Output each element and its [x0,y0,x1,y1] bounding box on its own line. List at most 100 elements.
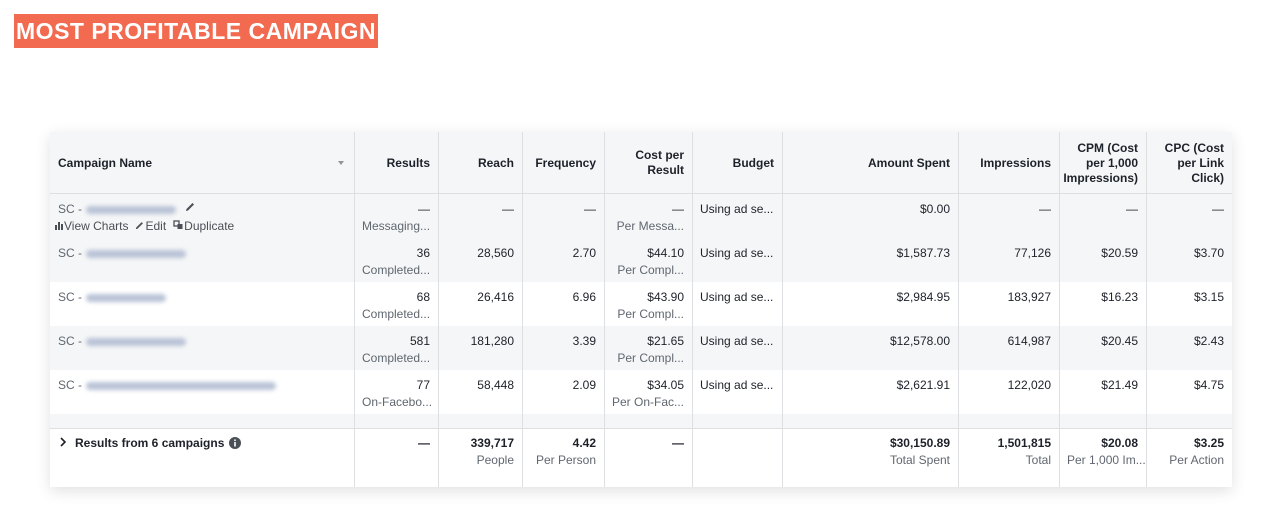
column-header[interactable]: Results [386,155,430,170]
table-cell: $2,621.91 [782,370,958,414]
cell-value: 26,416 [477,290,514,304]
table-cell: Using ad se... [692,282,782,326]
column-header[interactable]: CPM (Cost per 1,000 Impressions) [1063,140,1139,185]
footer-label[interactable]: Results from 6 campaigns [50,428,354,487]
footer-cell: 1,501,815 Total [958,428,1059,487]
cell-value: $4.75 [1193,378,1224,392]
cell-value: 77,126 [1014,246,1051,260]
table-cell: — Per Messa... [604,194,692,238]
table-cell: — [438,194,522,238]
clipped-row [50,414,1232,428]
cell-value: Using ad se... [700,246,774,260]
cell-value: 614,987 [1007,334,1051,348]
column-divider [782,132,783,487]
table-cell: $21.49 [1059,370,1146,414]
column-header[interactable]: Frequency [535,155,596,170]
cell-subtext: Messaging... [362,219,431,233]
table-cell: $2.43 [1146,326,1232,370]
table-cell: $20.59 [1059,238,1146,282]
footer-cell: — [354,428,438,487]
cell-subtext: Per Compl... [617,351,684,365]
blurred-name [86,205,176,214]
column-divider [958,132,959,487]
table-cell: $20.45 [1059,326,1146,370]
column-header[interactable]: CPC (Cost per Link Click) [1164,140,1224,185]
cell-value: Using ad se... [700,378,774,392]
cell-subtext: Completed... [362,351,431,365]
cell-value: — [502,202,514,216]
table-cell: $21.65 Per Compl... [604,326,692,370]
column-header[interactable]: Impressions [980,155,1051,170]
cell-value: 6.96 [572,290,596,304]
cell-value: 2.70 [572,246,596,260]
table-cell: 77 On-Facebo... [354,370,438,414]
column-header[interactable]: Cost per Result [635,148,684,177]
column-header[interactable]: Reach [477,155,514,170]
cell-subtext: Per Compl... [617,263,684,277]
table-cell: 3.39 [522,326,604,370]
table-cell: 68 Completed... [354,282,438,326]
table-cell: 614,987 [958,326,1059,370]
column-header[interactable]: Budget [732,155,774,170]
footer-value: $30,150.89 [889,436,950,450]
cell-value: 68 [416,290,430,304]
campaign-name[interactable]: SC - [50,370,354,414]
row-action[interactable]: Edit [145,219,167,233]
expand-chevron [60,436,67,450]
cell-subtext: Per On-Fac... [612,395,685,409]
column-divider [522,132,523,487]
name-prefix: SC - [58,378,82,392]
blurred-name [86,337,186,346]
cell-value: 122,020 [1007,378,1051,392]
table-cell: $4.75 [1146,370,1232,414]
footer-cell: $20.08 Per 1,000 Im... [1059,428,1146,487]
footer-cell: $3.25 Per Action [1146,428,1232,487]
row-bg [50,282,1232,326]
campaign-name[interactable]: SC - [50,282,354,326]
table-cell: Using ad se... [692,370,782,414]
column-divider [354,132,355,487]
campaign-name[interactable]: SC - [50,238,354,282]
cell-value: Using ad se... [700,334,774,348]
cell-value: $43.90 [647,290,684,304]
table-cell: $34.05 Per On-Fac... [604,370,692,414]
cell-value: $3.70 [1193,246,1224,260]
cell-subtext: Completed... [362,307,431,321]
footer-value: — [672,436,684,450]
footer-subtext: Per Person [535,453,596,467]
cell-subtext: Per Compl... [617,307,684,321]
footer-value: — [418,436,430,450]
footer-text: Results from 6 campaigns [75,436,225,450]
cell-value: — [584,202,596,216]
campaign-name[interactable]: SC - [50,326,354,370]
row-bg [50,238,1232,282]
row-action[interactable]: View Charts [64,219,129,233]
table-cell: $3.15 [1146,282,1232,326]
footer-cell: — [604,428,692,487]
campaign-name[interactable]: SC - View Charts Edit Duplicate [50,194,354,238]
header-bg [50,132,1232,194]
table-cell: — [522,194,604,238]
footer-value: 339,717 [470,436,514,450]
column-header[interactable]: Campaign Name [58,155,153,170]
cell-value: 2.09 [572,378,596,392]
cell-value: $1,587.73 [896,246,950,260]
cell-value: — [1039,202,1051,216]
cell-value: 77 [416,378,430,392]
table-cell: $43.90 Per Compl... [604,282,692,326]
cell-subtext: On-Facebo... [362,395,433,409]
footer-subtext: Total [1025,453,1051,467]
footer-cell: 339,717 People [438,428,522,487]
cell-value: 181,280 [470,334,514,348]
column-divider [604,132,605,487]
cell-value: $2,984.95 [896,290,950,304]
cell-value: 183,927 [1007,290,1051,304]
table-cell: Using ad se... [692,194,782,238]
cell-value: — [672,202,684,216]
column-header[interactable]: Amount Spent [868,155,950,170]
footer-subtext: Per Action [1169,453,1224,467]
row-action[interactable]: Duplicate [184,219,235,233]
footer-value: 4.42 [572,436,596,450]
row-bg [50,326,1232,370]
